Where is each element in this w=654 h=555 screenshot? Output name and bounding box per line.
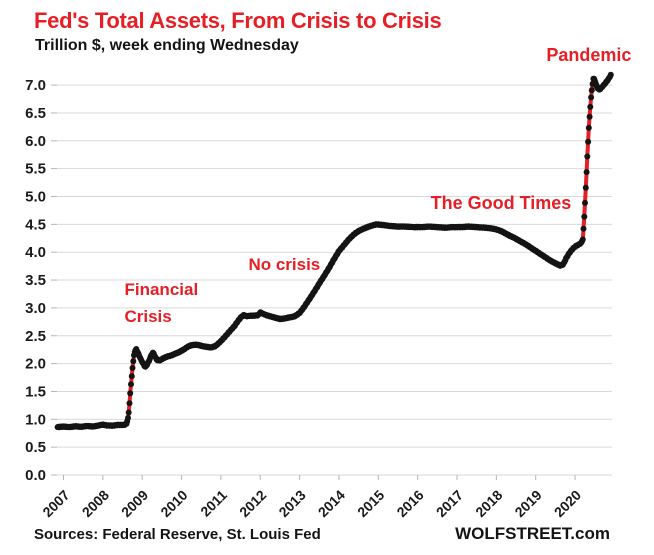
series-markers <box>54 71 614 431</box>
svg-text:5.0: 5.0 <box>25 189 46 206</box>
svg-text:2018: 2018 <box>472 487 505 520</box>
svg-text:2017: 2017 <box>433 487 466 520</box>
series-line <box>55 72 613 430</box>
brand-label: WOLFSTREET.com <box>455 524 610 543</box>
svg-text:7.0: 7.0 <box>25 77 46 94</box>
annotation-pandemic: Pandemic <box>546 44 632 65</box>
svg-text:2012: 2012 <box>236 487 269 520</box>
annotation-financial-crisis: Financial Crisis <box>124 279 199 326</box>
svg-text:2.0: 2.0 <box>25 356 46 373</box>
y-tick-labels: 0.0 0.5 1.0 1.5 2.0 2.5 3.0 3.5 4.0 4.5 5.0 5.5 6.0 6… <box>25 77 46 484</box>
svg-text:2010: 2010 <box>157 487 190 520</box>
svg-text:5.5: 5.5 <box>25 161 46 178</box>
svg-text:2013: 2013 <box>275 487 308 520</box>
page-title: Fed's Total Assets, From Crisis to Crisi… <box>34 8 442 33</box>
svg-text:0.5: 0.5 <box>25 439 46 456</box>
svg-text:2007: 2007 <box>39 487 72 520</box>
svg-text:2020: 2020 <box>551 487 584 520</box>
svg-text:2019: 2019 <box>511 487 544 520</box>
svg-text:0.0: 0.0 <box>25 467 46 484</box>
svg-text:2008: 2008 <box>79 487 112 520</box>
chart-subtitle: Trillion $, week ending Wednesday <box>35 37 299 54</box>
svg-text:4.5: 4.5 <box>25 216 46 233</box>
svg-text:3.5: 3.5 <box>25 272 46 289</box>
annotation-good-times: The Good Times <box>430 192 572 213</box>
svg-text:2015: 2015 <box>354 487 387 520</box>
svg-text:6.0: 6.0 <box>25 133 46 150</box>
svg-text:2009: 2009 <box>118 487 151 520</box>
sources-label: Sources: Federal Reserve, St. Louis Fed <box>34 526 321 543</box>
annotation-no-crisis: No crisis <box>248 255 321 275</box>
svg-text:6.5: 6.5 <box>25 105 46 122</box>
x-tick-labels: 2007 2008 2009 2010 2011 2012 2013 2014 2015 2016… <box>39 475 584 520</box>
svg-text:2016: 2016 <box>393 487 426 520</box>
svg-text:4.0: 4.0 <box>25 244 46 261</box>
svg-text:1.0: 1.0 <box>25 411 46 428</box>
svg-text:1.5: 1.5 <box>25 383 46 400</box>
svg-text:2011: 2011 <box>197 487 230 520</box>
svg-text:3.0: 3.0 <box>25 300 46 317</box>
svg-text:2014: 2014 <box>315 487 348 520</box>
svg-text:2.5: 2.5 <box>25 328 46 345</box>
